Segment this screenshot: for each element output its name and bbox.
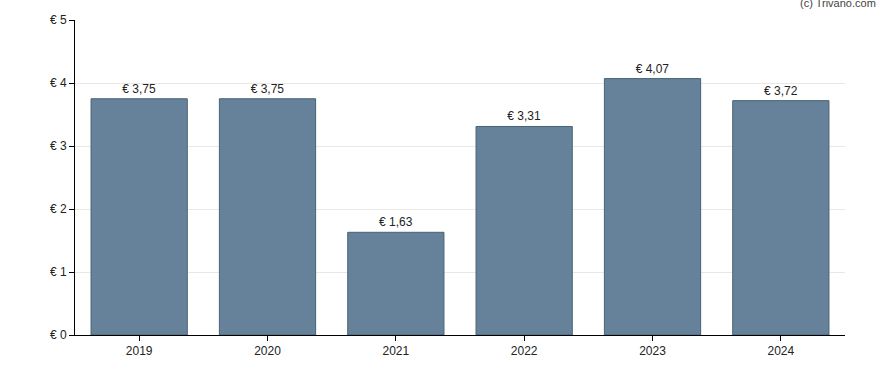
svg-text:€ 2: € 2 — [50, 202, 67, 216]
svg-text:(c) Trivano.com: (c) Trivano.com — [800, 0, 876, 9]
svg-text:€ 3,75: € 3,75 — [251, 82, 285, 96]
svg-text:€ 3: € 3 — [50, 139, 67, 153]
svg-text:€ 3,72: € 3,72 — [764, 84, 798, 98]
svg-text:2024: 2024 — [767, 344, 794, 358]
svg-text:€ 4: € 4 — [50, 76, 67, 90]
svg-text:2019: 2019 — [126, 344, 153, 358]
svg-text:2023: 2023 — [639, 344, 666, 358]
svg-text:2021: 2021 — [382, 344, 409, 358]
svg-text:€ 3,75: € 3,75 — [122, 82, 156, 96]
svg-text:2022: 2022 — [511, 344, 538, 358]
svg-text:€ 5: € 5 — [50, 13, 67, 27]
svg-text:2020: 2020 — [254, 344, 281, 358]
svg-text:€ 1: € 1 — [50, 265, 67, 279]
svg-text:€ 3,31: € 3,31 — [507, 109, 541, 123]
svg-text:€ 4,07: € 4,07 — [636, 62, 670, 76]
svg-text:€ 0: € 0 — [50, 328, 67, 342]
svg-text:€ 1,63: € 1,63 — [379, 215, 413, 229]
